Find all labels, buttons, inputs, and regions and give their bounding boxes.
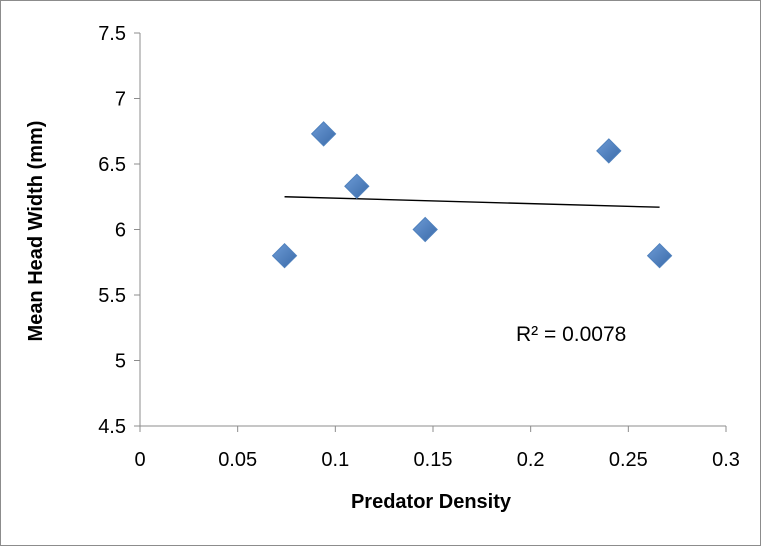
x-tick-label: 0.05 <box>218 449 257 471</box>
data-point <box>344 173 370 199</box>
y-axis-ticks: 4.5 5 5.5 6 6.5 7 7.5 <box>98 23 140 438</box>
trendline <box>284 196 660 208</box>
x-tick-label: 0 <box>134 449 145 471</box>
y-tick-label: 5.5 <box>98 285 126 307</box>
data-point <box>310 121 337 147</box>
data-point <box>271 242 298 269</box>
y-tick-label: 6 <box>115 220 126 242</box>
x-tick-label: 0.15 <box>414 449 453 471</box>
x-axis-title: Predator Density <box>351 491 512 513</box>
y-tick-label: 7.5 <box>98 23 126 45</box>
y-tick-label: 7 <box>115 89 126 111</box>
y-tick-label: 4.5 <box>98 416 126 438</box>
data-points <box>271 121 673 269</box>
y-axis-title: Mean Head Width (mm) <box>25 121 47 342</box>
x-tick-label: 0.3 <box>712 449 740 471</box>
x-tick-label: 0.2 <box>517 449 545 471</box>
r-squared-annotation: R² = 0.0078 <box>516 323 626 346</box>
y-tick-label: 6.5 <box>98 154 126 176</box>
data-point <box>596 138 622 164</box>
x-tick-label: 0.1 <box>321 449 349 471</box>
y-tick-label: 5 <box>115 351 126 373</box>
data-point <box>412 216 438 243</box>
data-point <box>646 242 673 269</box>
x-axis-ticks: 0 0.05 0.1 0.15 0.2 0.25 0.3 <box>134 426 740 471</box>
x-tick-label: 0.25 <box>609 449 648 471</box>
